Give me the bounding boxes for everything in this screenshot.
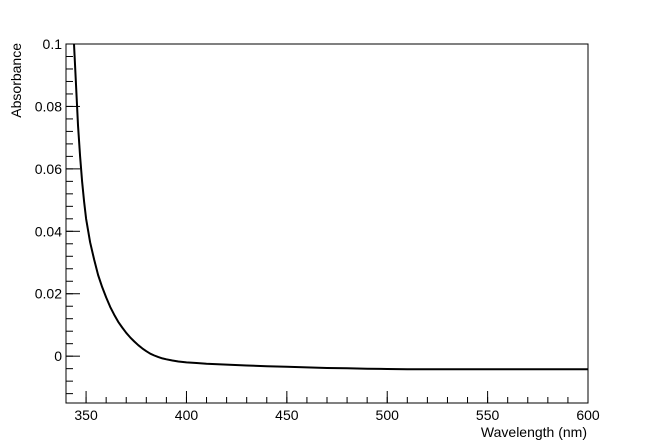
x-tick-label: 350 (74, 407, 98, 423)
y-tick-label: 0.02 (35, 286, 62, 302)
y-tick-label: 0.08 (35, 98, 62, 114)
y-tick-label: 0 (54, 348, 62, 364)
y-tick-label: 0.1 (43, 36, 63, 52)
x-axis-title: Wavelength (nm) (481, 424, 587, 440)
x-tick-label: 400 (175, 407, 199, 423)
absorbance-curve (73, 43, 588, 371)
x-tick-labels: 350 400 450 500 550 600 (74, 407, 599, 423)
x-tick-label: 600 (576, 407, 600, 423)
y-tick-label: 0.06 (35, 161, 62, 177)
plot-frame (65, 43, 589, 404)
y-axis-title: Absorbance (8, 43, 24, 118)
y-tick-labels: 0 0.02 0.04 0.06 0.08 0.1 (35, 36, 62, 364)
y-tick-label: 0.04 (35, 223, 62, 239)
x-tick-label: 550 (476, 407, 500, 423)
x-tick-label: 500 (376, 407, 400, 423)
x-tick-label: 450 (275, 407, 299, 423)
